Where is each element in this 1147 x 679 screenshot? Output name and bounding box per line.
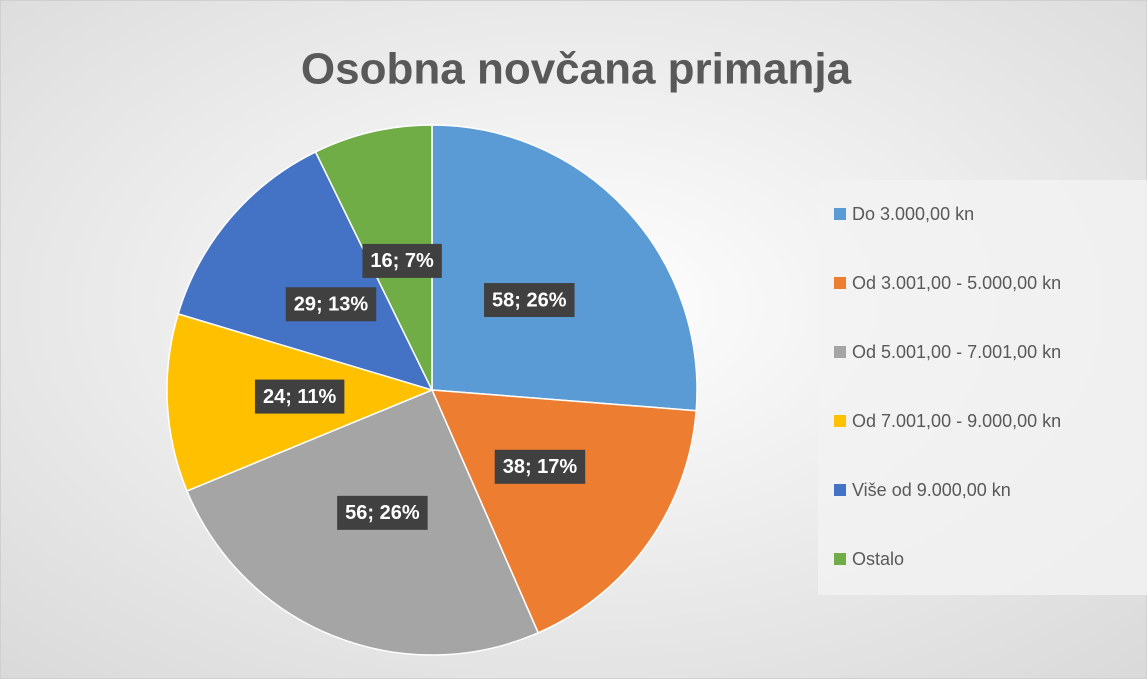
legend-swatch <box>834 208 846 220</box>
data-label-box <box>494 449 586 484</box>
pie-slice <box>177 150 434 392</box>
legend-swatch <box>834 346 846 358</box>
legend-label: Od 5.001,00 - 7.001,00 kn <box>852 342 1061 362</box>
legend-swatch <box>834 553 846 565</box>
data-label: 29; 13% <box>294 294 369 316</box>
data-label: 58; 26% <box>492 289 567 311</box>
data-label: 16; 7% <box>370 250 434 272</box>
legend-label: Do 3.000,00 kn <box>852 204 974 224</box>
legend-box <box>818 180 1147 595</box>
data-label-box <box>484 283 575 318</box>
legend-swatch <box>834 484 846 496</box>
data-label-box <box>285 287 377 322</box>
legend-label: Od 3.001,00 - 5.000,00 kn <box>852 273 1061 293</box>
data-label: 56; 26% <box>345 502 420 524</box>
data-label: 38; 17% <box>503 456 578 478</box>
legend-swatch <box>834 415 846 427</box>
data-label-box <box>337 495 428 530</box>
data-label-box <box>254 379 345 414</box>
legend-label: Ostalo <box>852 549 904 569</box>
legend-label: Od 7.001,00 - 9.000,00 kn <box>852 411 1061 431</box>
chart-title: Osobna novčana primanja <box>301 45 852 94</box>
legend-swatch <box>834 277 846 289</box>
data-label: 24; 11% <box>263 386 337 408</box>
legend-label: Više od 9.000,00 kn <box>852 480 1011 500</box>
data-label-box <box>362 243 442 278</box>
pie-slice <box>431 124 698 412</box>
